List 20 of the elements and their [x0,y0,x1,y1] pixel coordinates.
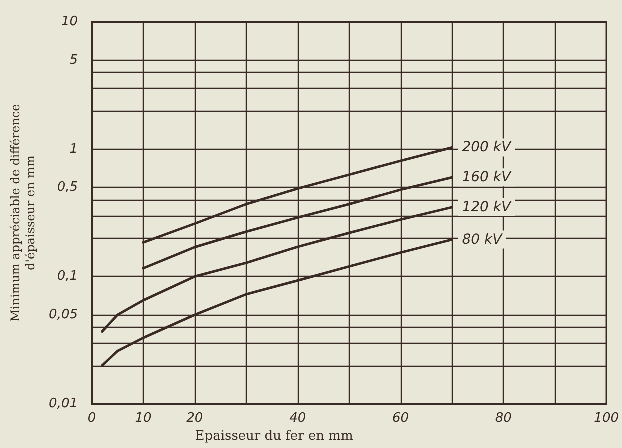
y-tick-label: 0,01 [49,396,78,412]
x-tick-label: 0 [88,411,96,426]
y-tick-label: 0,1 [57,269,78,284]
y-tick-label: 1 [70,142,78,157]
y-axis-title: Minimum appréciable de différence d'épaisseur en mm [8,104,38,322]
series-label: 80 kV [462,232,504,248]
y-tick-label: 0,05 [49,308,78,323]
x-tick-label: 80 [495,411,512,426]
x-axis-title: Epaisseur du fer en mm [195,429,354,444]
y-tick-label: 5 [70,52,78,68]
series-label: 160 kV [462,170,512,186]
x-tick-label: 100 [594,411,620,426]
x-tick-label: 20 [186,411,204,426]
y-tick-label: 10 [61,14,78,30]
series-label: 200 kV [462,140,512,156]
series-label: 120 kV [462,199,512,216]
x-tick-label: 10 [135,411,152,426]
x-tick-label: 40 [290,411,306,426]
y-tick-label: 0,5 [57,180,78,196]
x-tick-label: 60 [392,411,410,426]
